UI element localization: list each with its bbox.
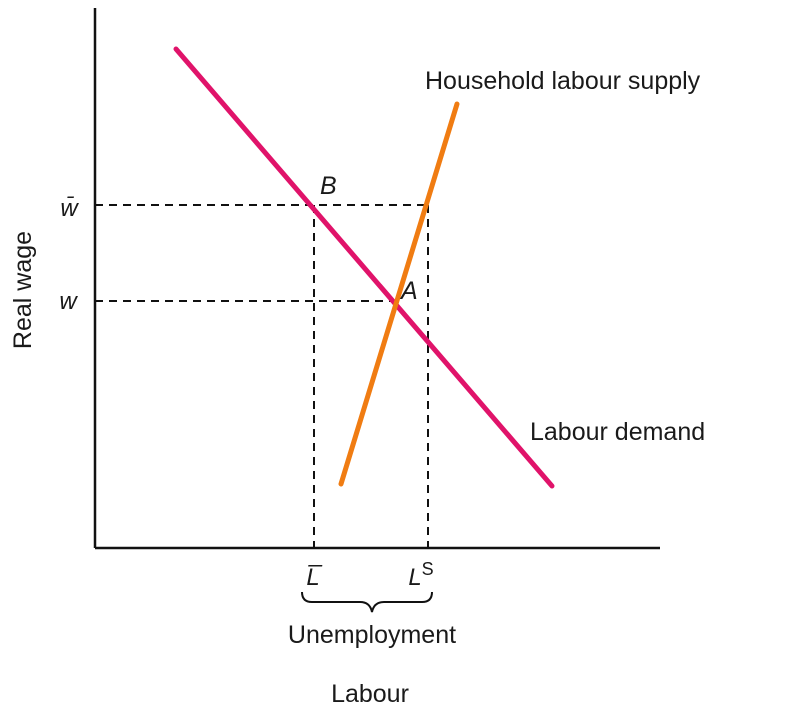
demand-curve-label: Labour demand (530, 418, 705, 446)
w-tick-label: w (59, 288, 78, 315)
L-bar-tick-label: L̅ (306, 564, 323, 591)
household-labour-supply-curve (338, 101, 460, 487)
L-s-tick-base: L (408, 564, 421, 591)
point-A-label: A (399, 277, 418, 305)
supply-curve-label: Household labour supply (425, 67, 701, 95)
unemployment-brace (301, 591, 433, 613)
y-axis-label: Real wage (9, 231, 37, 349)
w-bar-tick-label: w̄ (60, 195, 79, 222)
L-s-tick-label: LS (408, 559, 433, 591)
labour-demand-curve (173, 46, 555, 489)
L-s-tick-superscript: S (422, 559, 434, 579)
x-axis-label: Labour (331, 680, 409, 708)
point-B-label: B (320, 172, 337, 200)
unemployment-label: Unemployment (288, 621, 456, 649)
